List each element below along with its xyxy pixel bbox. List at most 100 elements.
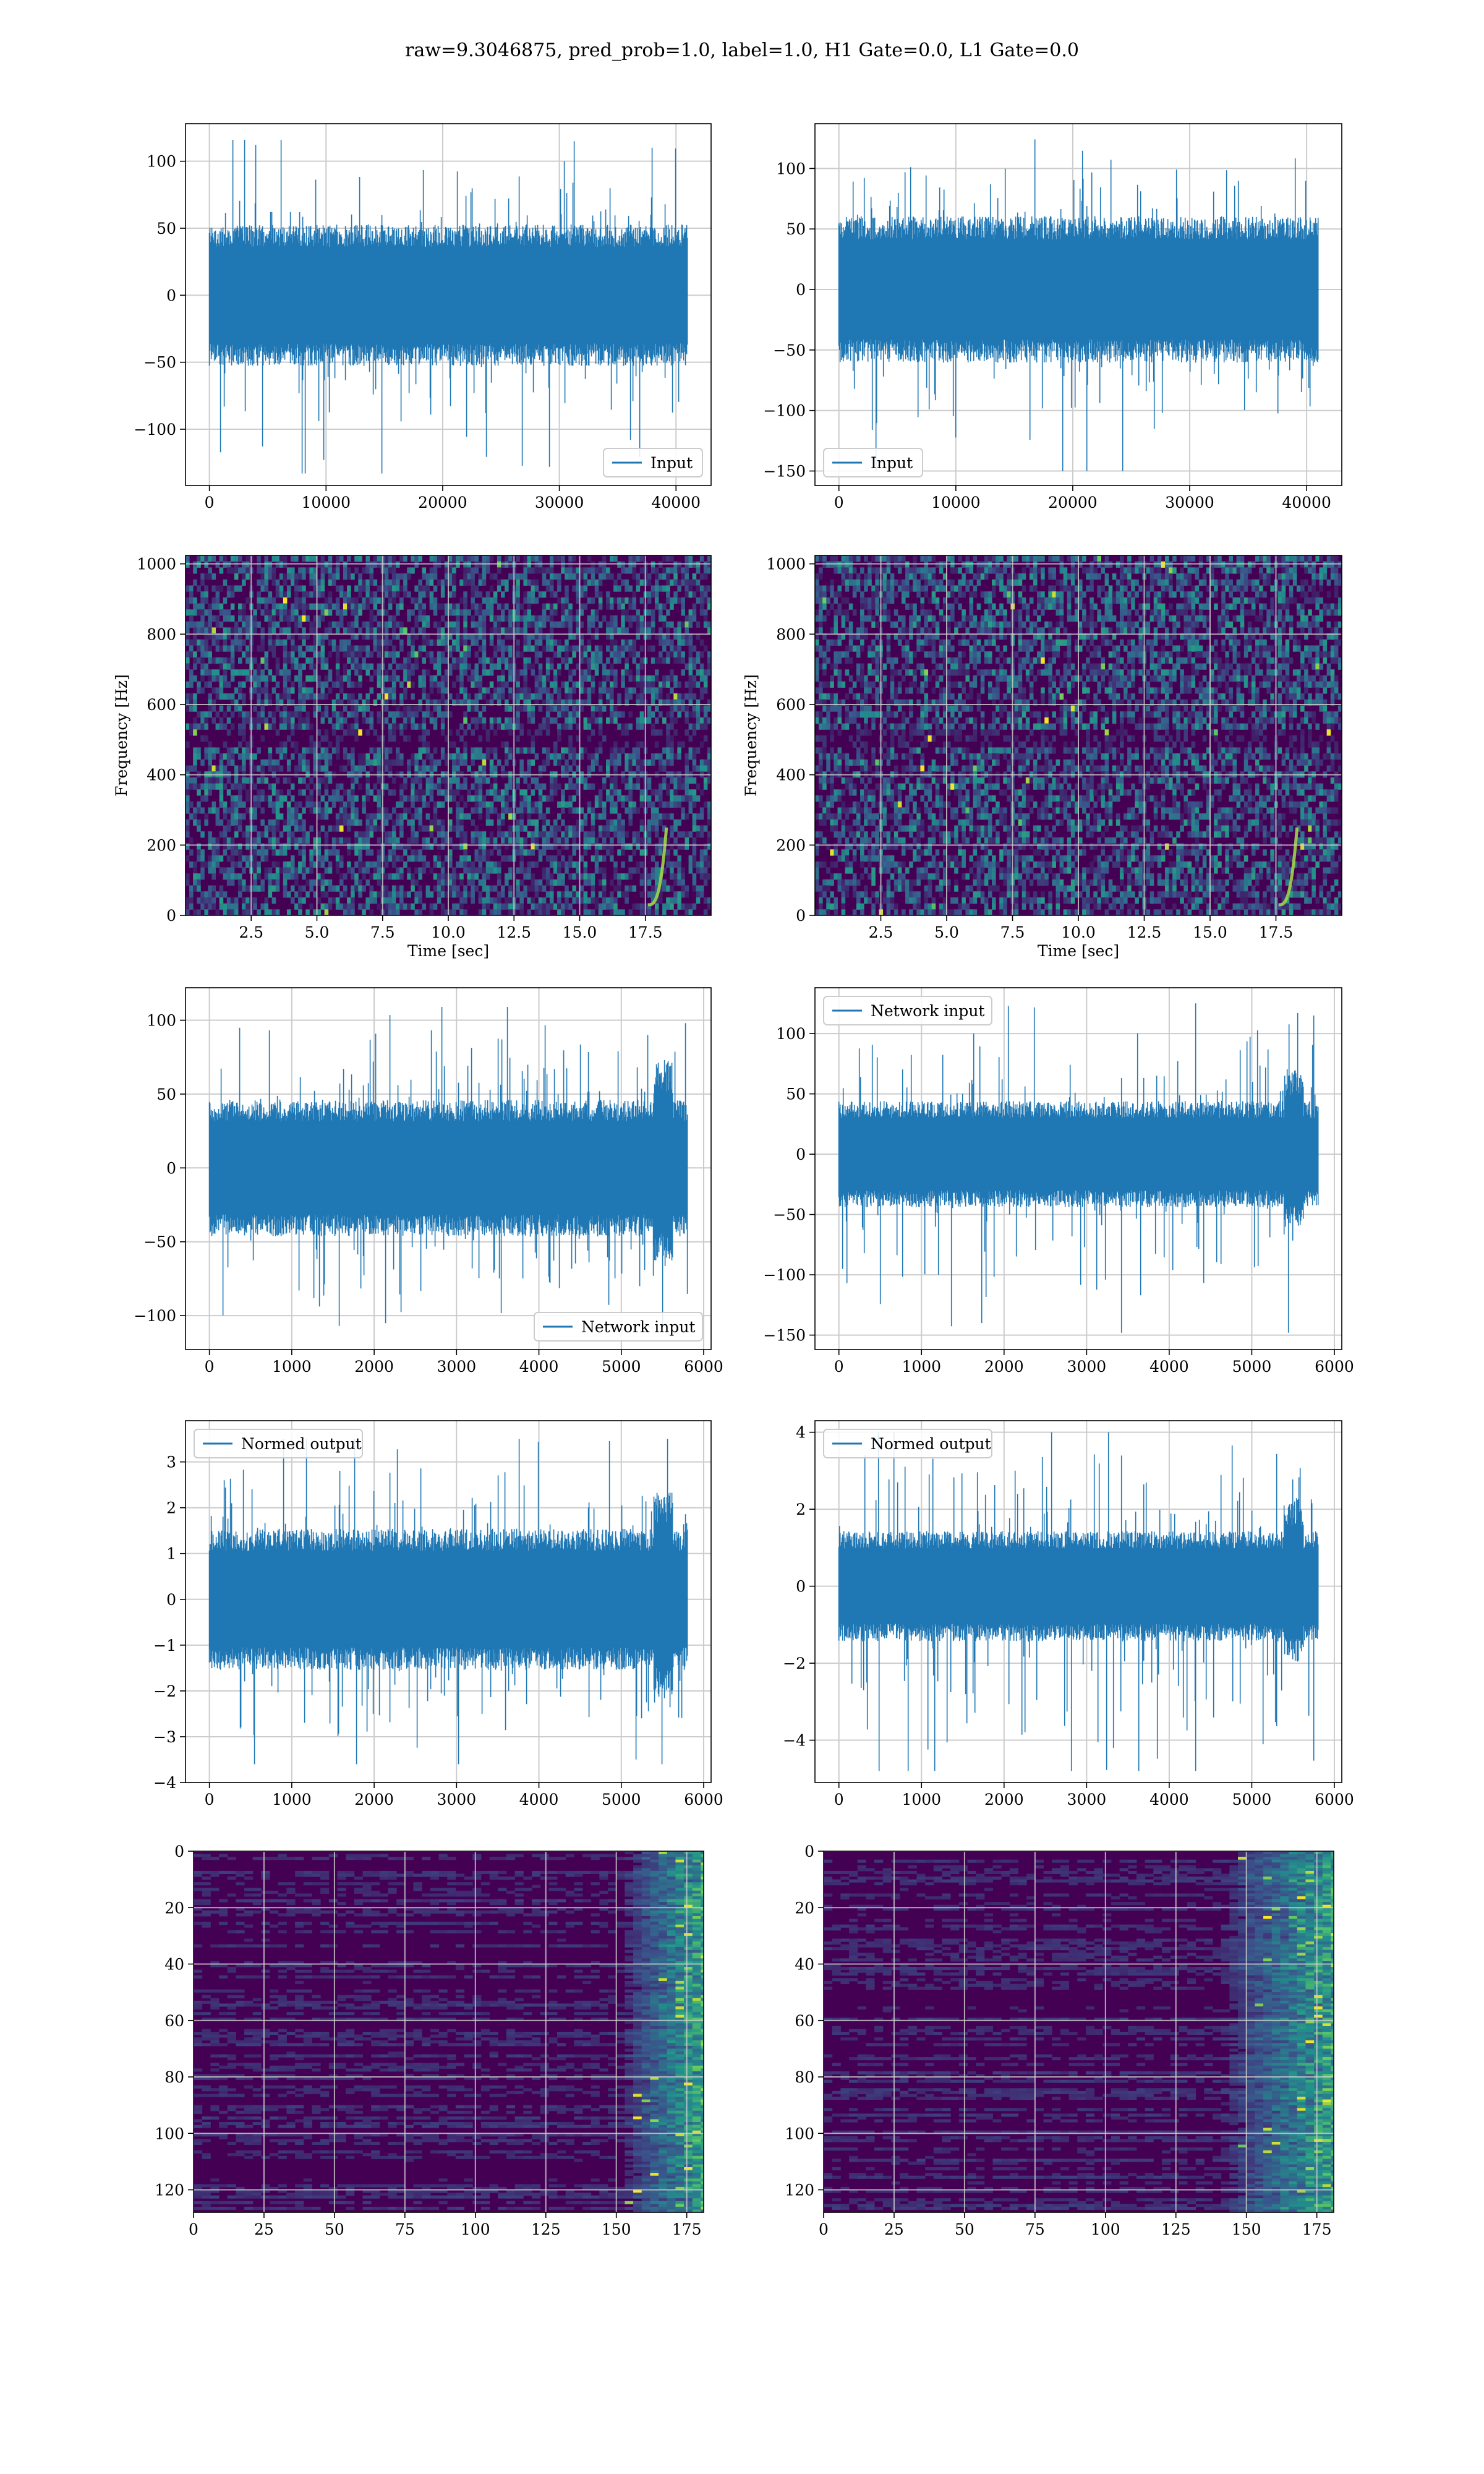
heatmap-cell (373, 603, 378, 610)
heatmap-cell (452, 903, 456, 910)
heatmap-cell (245, 621, 250, 628)
heatmap-cell (482, 909, 487, 915)
heatmap-cell (328, 807, 333, 814)
heatmap-cell (271, 819, 276, 826)
heatmap-cell (260, 795, 265, 802)
heatmap-cell (568, 687, 573, 694)
heatmap-cell (666, 897, 670, 904)
heatmap-cell (320, 687, 325, 694)
heatmap-cell (602, 687, 607, 694)
heatmap-cell (377, 759, 382, 766)
heatmap-cell (320, 879, 325, 886)
heatmap-cell (302, 885, 306, 892)
heatmap-cell (508, 663, 513, 670)
heatmap-cell (264, 723, 269, 730)
heatmap-cell (257, 837, 261, 844)
heatmap-cell (557, 687, 561, 694)
heatmap-cell (452, 579, 456, 586)
heatmap-cell (598, 909, 603, 915)
heatmap-cell (414, 855, 419, 862)
heatmap-cell (425, 861, 430, 868)
heatmap-cell (625, 777, 629, 784)
heatmap-cell (538, 693, 543, 700)
heatmap-cell (234, 903, 239, 910)
heatmap-cell (253, 627, 257, 634)
heatmap-cell (283, 753, 288, 760)
heatmap-cell (632, 867, 637, 874)
heatmap-cell (639, 765, 644, 772)
heatmap-cell (298, 825, 302, 832)
heatmap-cell (553, 609, 558, 616)
heatmap-cell (478, 627, 483, 634)
heatmap-cell (226, 777, 231, 784)
heatmap-cell (587, 723, 592, 730)
heatmap-cell (211, 783, 216, 790)
heatmap-cell (692, 675, 697, 682)
heatmap-cell (211, 687, 216, 694)
heatmap-cell (369, 663, 374, 670)
heatmap-cell (576, 681, 580, 688)
heatmap-cell (636, 675, 641, 682)
heatmap-cell (396, 753, 400, 760)
heatmap-cell (373, 669, 378, 676)
heatmap-cell (384, 861, 389, 868)
series-core-band (209, 249, 688, 342)
heatmap-cell (670, 669, 674, 676)
heatmap-cell (242, 855, 246, 862)
heatmap-cell (659, 711, 663, 718)
heatmap-cell (294, 879, 299, 886)
heatmap-cell (411, 813, 415, 820)
heatmap-cell (242, 669, 246, 676)
heatmap-cell (553, 639, 558, 646)
heatmap-cell (501, 855, 505, 862)
heatmap-cell (291, 681, 295, 688)
heatmap-cell (230, 897, 235, 904)
heatmap-cell (681, 885, 685, 892)
x-tick-label: 0 (834, 494, 844, 511)
heatmap-cell (219, 867, 224, 874)
heatmap-cell (294, 843, 299, 850)
heatmap-cell (471, 591, 475, 598)
heatmap-cell (452, 681, 456, 688)
heatmap-cell (501, 891, 505, 898)
heatmap-cell (497, 633, 501, 640)
heatmap-cell (636, 783, 641, 790)
heatmap-cell (610, 849, 614, 856)
heatmap-cell (313, 579, 317, 586)
heatmap-cell (362, 705, 366, 712)
heatmap-cell (699, 873, 704, 880)
heatmap-cell (452, 621, 456, 628)
heatmap-cell (650, 591, 655, 598)
heatmap-cell (242, 897, 246, 904)
heatmap-cell (388, 849, 393, 856)
heatmap-cell (692, 663, 697, 670)
heatmap-cell (639, 789, 644, 796)
heatmap-cell (208, 603, 212, 610)
heatmap-cell (354, 699, 359, 706)
heatmap-cell (305, 693, 310, 700)
heatmap-cell (632, 759, 637, 766)
heatmap-cell (591, 561, 595, 568)
heatmap-cell (317, 807, 322, 814)
heatmap-cell (407, 903, 411, 910)
heatmap-cell (501, 765, 505, 772)
heatmap-cell (670, 795, 674, 802)
heatmap-cell (636, 753, 641, 760)
heatmap-cell (268, 669, 273, 676)
legend-label: Input (871, 454, 913, 472)
heatmap-cell (467, 699, 471, 706)
heatmap-cell (527, 909, 532, 915)
heatmap-cell (234, 843, 239, 850)
heatmap-cell (354, 729, 359, 736)
heatmap-cell (388, 561, 393, 568)
heatmap-cell (193, 819, 197, 826)
heatmap-cell (666, 627, 670, 634)
heatmap-cell (257, 555, 261, 562)
heatmap-cell (320, 579, 325, 586)
heatmap-cell (238, 657, 242, 664)
heatmap-cell (253, 879, 257, 886)
heatmap-cell (501, 795, 505, 802)
heatmap-cell (628, 621, 633, 628)
heatmap-cell (636, 843, 641, 850)
heatmap-cell (328, 555, 333, 562)
